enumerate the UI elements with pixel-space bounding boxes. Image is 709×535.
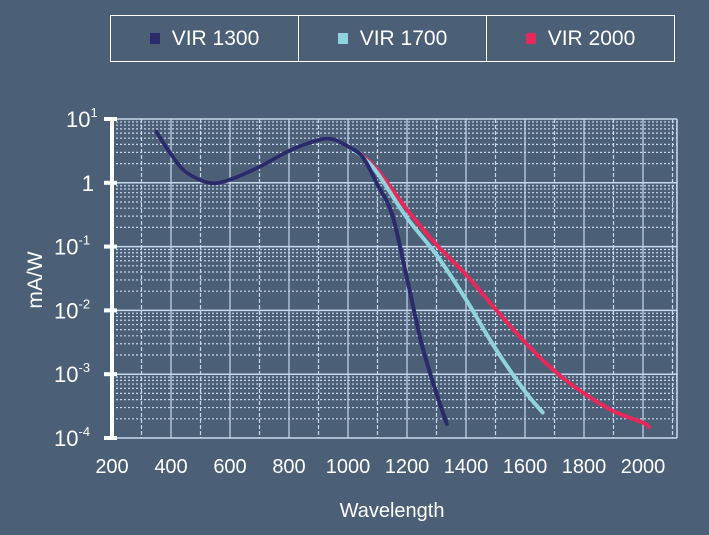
x-axis-label: Wavelength [340, 500, 445, 522]
legend-swatch [525, 33, 536, 44]
legend-item-vir2000: VIR 2000 [487, 16, 674, 61]
legend-label: VIR 1700 [359, 26, 448, 50]
legend-label: VIR 1300 [171, 26, 260, 50]
x-tick-label: 1400 [444, 456, 489, 478]
y-tick-label: 10-2 [54, 296, 90, 323]
x-tick-label: 1600 [503, 456, 548, 478]
legend-item-vir1700: VIR 1700 [299, 16, 487, 61]
x-tick-label: 200 [95, 456, 128, 478]
x-tick-label: 800 [272, 456, 305, 478]
x-tick-label: 2000 [621, 456, 666, 478]
y-tick-label: 10-1 [54, 233, 90, 260]
y-tick-label: 1 [82, 171, 94, 196]
legend-item-vir1300: VIR 1300 [111, 16, 299, 61]
legend-label: VIR 2000 [547, 26, 636, 50]
legend-swatch [337, 33, 348, 44]
x-tick-label: 1200 [385, 456, 430, 478]
y-axis-label: mA/W [24, 251, 47, 308]
y-tick-label: 101 [66, 105, 98, 132]
x-tick-label: 600 [213, 456, 246, 478]
y-tick-label: 10-3 [54, 360, 90, 387]
x-tick-label: 1000 [326, 456, 371, 478]
y-tick-label: 10-4 [54, 424, 90, 451]
series-line-vir1300 [154, 129, 449, 426]
x-tick-label: 400 [154, 456, 187, 478]
x-tick-label: 1800 [562, 456, 607, 478]
legend-swatch [149, 33, 160, 44]
legend: VIR 1300 VIR 1700 VIR 2000 [110, 15, 675, 62]
